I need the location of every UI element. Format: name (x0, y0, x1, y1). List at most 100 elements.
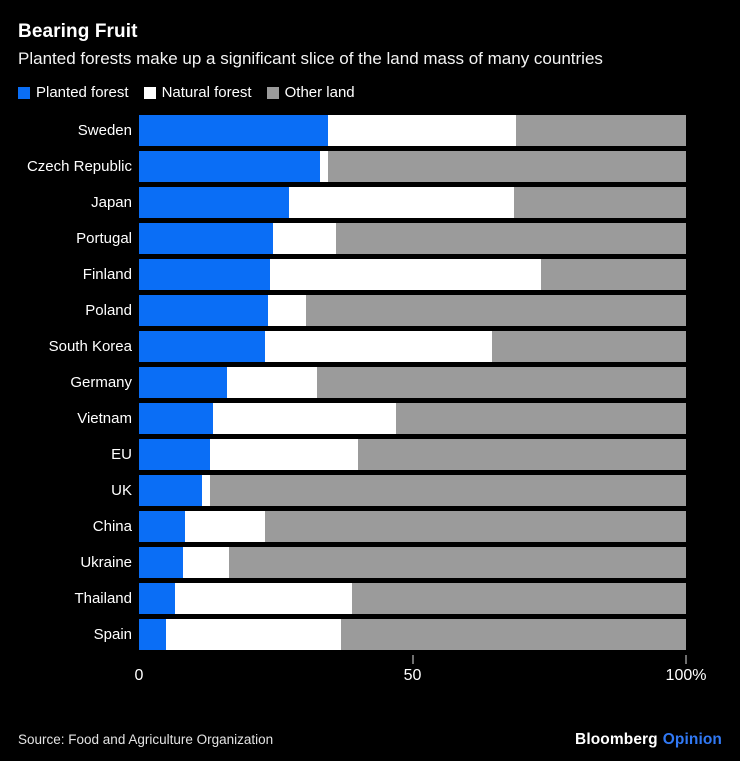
axis-tick-label: 100% (665, 667, 707, 685)
bar-segment-other-land (516, 115, 686, 147)
category-label: Spain (93, 626, 132, 644)
bar-segment-planted-forest (139, 259, 271, 291)
axis-tick-label: 0 (134, 667, 144, 685)
stacked-bar (139, 367, 686, 399)
bar-segment-planted-forest (139, 295, 268, 327)
bar-segment-natural-forest (166, 619, 342, 651)
legend-item: Natural forest (143, 84, 252, 101)
category-label: Germany (70, 374, 132, 392)
bar-segment-natural-forest (182, 547, 230, 579)
bar-segment-other-land (513, 187, 686, 219)
bar-row: Germany (18, 367, 686, 399)
category-label: Portugal (76, 230, 132, 248)
bar-row: Vietnam (18, 403, 686, 435)
bar-segment-other-land (305, 295, 686, 327)
stacked-bar (139, 115, 686, 147)
category-label: Czech Republic (26, 158, 132, 176)
stacked-bar (139, 295, 686, 327)
bar-segment-natural-forest (319, 151, 328, 183)
bar-segment-planted-forest (139, 367, 227, 399)
bar-row: Czech Republic (18, 151, 686, 183)
bar-segment-other-land (316, 367, 686, 399)
legend-item: Planted forest (18, 84, 129, 101)
bar-segment-other-land (341, 619, 686, 651)
brand-opinion: Opinion (662, 731, 722, 748)
bar-row: EU (18, 439, 686, 471)
stacked-bar (139, 259, 686, 291)
stacked-bar (139, 583, 686, 615)
bar-segment-natural-forest (201, 475, 211, 507)
x-axis: 0 50 100% (135, 655, 706, 689)
chart-title: Bearing Fruit (18, 21, 138, 42)
bar-segment-natural-forest (273, 223, 336, 255)
stacked-bar (139, 331, 686, 363)
bar-segment-natural-forest (267, 295, 306, 327)
brand-bloomberg: Bloomberg (575, 731, 658, 748)
bar-segment-natural-forest (210, 439, 358, 471)
legend-swatch-icon (143, 86, 156, 99)
source-note: Source: Food and Agriculture Organizatio… (18, 732, 274, 747)
stacked-bar (139, 187, 686, 219)
bar-segment-planted-forest (139, 151, 320, 183)
bar-row: China (18, 511, 686, 543)
bar-segment-natural-forest (289, 187, 514, 219)
category-label: Ukraine (80, 554, 132, 572)
bar-row: Portugal (18, 223, 686, 255)
bar-segment-planted-forest (139, 547, 183, 579)
bar-segment-other-land (541, 259, 686, 291)
bar-row: Spain (18, 619, 686, 651)
bar-segment-other-land (396, 403, 686, 435)
bar-segment-other-land (210, 475, 686, 507)
legend-label: Other land (284, 84, 355, 102)
bar-segment-other-land (491, 331, 686, 363)
bar-row: Finland (18, 259, 686, 291)
bar-segment-natural-forest (327, 115, 517, 147)
bar-segment-planted-forest (139, 583, 175, 615)
bar-segment-planted-forest (139, 475, 202, 507)
axis-tick (685, 655, 687, 665)
stacked-bar (139, 439, 686, 471)
stacked-bar (139, 223, 686, 255)
bloomberg-opinion-logo: Bloomberg Opinion (575, 731, 722, 749)
axis-tick-label: 50 (403, 667, 422, 685)
bar-row: UK (18, 475, 686, 507)
bar-segment-planted-forest (139, 439, 211, 471)
category-label: Vietnam (77, 410, 132, 428)
bar-segment-other-land (357, 439, 686, 471)
stacked-bar (139, 619, 686, 651)
bar-segment-planted-forest (139, 223, 273, 255)
stacked-bar-chart: Sweden Czech Republic Japan Portugal Finland… (18, 115, 686, 651)
bar-segment-natural-forest (174, 583, 353, 615)
bar-row: Japan (18, 187, 686, 219)
legend-swatch-icon (18, 86, 30, 99)
bar-segment-planted-forest (139, 403, 213, 435)
category-label: Sweden (77, 122, 132, 140)
bar-segment-natural-forest (226, 367, 317, 399)
footer: Source: Food and Agriculture Organizatio… (18, 731, 722, 749)
legend: Planted forest Natural forest Other land (18, 84, 722, 101)
bar-segment-natural-forest (264, 331, 492, 363)
bar-segment-other-land (352, 583, 686, 615)
category-label: EU (111, 446, 132, 464)
bar-segment-other-land (264, 511, 686, 543)
bar-row: Poland (18, 295, 686, 327)
stacked-bar (139, 511, 686, 543)
category-label: Finland (82, 266, 132, 284)
bar-row: South Korea (18, 331, 686, 363)
bar-segment-planted-forest (139, 511, 186, 543)
legend-item: Other land (266, 84, 355, 102)
category-label: Thailand (74, 590, 132, 608)
bar-segment-planted-forest (139, 187, 290, 219)
bar-segment-natural-forest (212, 403, 397, 435)
category-label: UK (111, 482, 132, 500)
category-label: South Korea (48, 338, 132, 356)
stacked-bar (139, 547, 686, 579)
axis-tick (411, 655, 414, 665)
bar-segment-natural-forest (185, 511, 265, 543)
stacked-bar (139, 403, 686, 435)
legend-swatch-icon (266, 86, 279, 99)
bar-segment-planted-forest (139, 115, 328, 147)
category-label: China (92, 518, 132, 536)
category-label: Poland (85, 302, 132, 320)
